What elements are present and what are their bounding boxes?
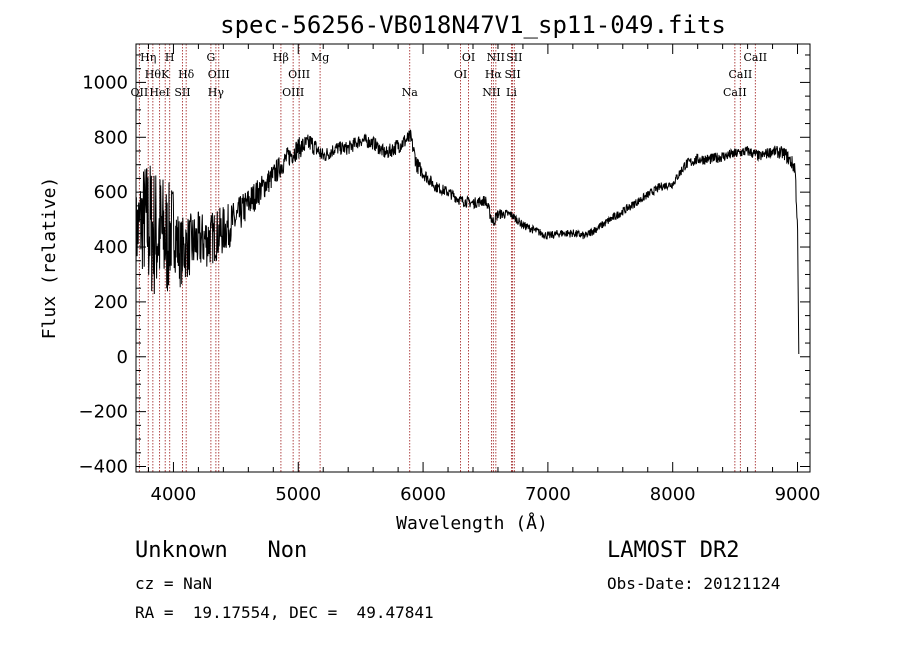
spectrum-line xyxy=(135,129,800,355)
marker-label: CaII xyxy=(729,68,753,81)
survey-name: LAMOST DR2 xyxy=(607,538,740,563)
marker-label: Hγ xyxy=(208,86,225,99)
marker-label: Mg xyxy=(311,51,329,64)
marker-label: OIII xyxy=(288,68,310,81)
marker-label: NII xyxy=(482,86,500,99)
ra-dec: RA = 19.17554, DEC = 49.47841 xyxy=(135,603,434,622)
x-tick-label: 4000 xyxy=(151,484,197,505)
y-tick-label: −400 xyxy=(79,457,128,478)
marker-label: OIII xyxy=(282,86,304,99)
marker-label: G xyxy=(206,51,215,64)
obs-date: Obs-Date: 20121124 xyxy=(607,574,781,593)
marker-label: HeI xyxy=(149,86,169,99)
marker-label: Na xyxy=(402,86,419,99)
marker-label: NII xyxy=(487,51,505,64)
marker-label: SII xyxy=(504,68,520,81)
marker-label: H xyxy=(165,51,175,64)
marker-label: Hβ xyxy=(273,51,289,64)
object-class: Unknown Non xyxy=(135,538,308,563)
y-tick-label: 600 xyxy=(94,182,128,203)
emission-line-markers xyxy=(138,44,756,472)
y-axis-label: Flux (relative) xyxy=(39,177,60,340)
x-tick-label: 7000 xyxy=(525,484,571,505)
marker-label: CaII xyxy=(723,86,747,99)
redshift-cz: cz = NaN xyxy=(135,574,213,593)
y-tick-label: −200 xyxy=(79,402,128,423)
marker-label: Hθ xyxy=(145,68,162,81)
plot-frame xyxy=(135,43,811,473)
y-tick-label: 1000 xyxy=(82,72,128,93)
marker-label: SII xyxy=(506,51,522,64)
x-tick-label: 6000 xyxy=(400,484,446,505)
x-tick-label: 9000 xyxy=(775,484,821,505)
marker-label: OII xyxy=(131,86,149,99)
y-axis-ticks: −400 −200 0 200 400 600 800 1000 xyxy=(79,54,810,478)
marker-label: OI xyxy=(454,68,467,81)
marker-label: Hη xyxy=(140,51,156,64)
y-tick-label: 0 xyxy=(117,347,128,368)
y-tick-label: 200 xyxy=(94,292,128,313)
chart-title: spec-56256-VB018N47V1_sp11-049.fits xyxy=(220,11,726,39)
marker-label: SII xyxy=(174,86,190,99)
x-tick-label: 8000 xyxy=(650,484,696,505)
marker-label: CaII xyxy=(743,51,767,64)
x-axis-ticks: 4000 5000 6000 7000 8000 9000 xyxy=(147,44,821,505)
x-tick-label: 5000 xyxy=(275,484,321,505)
marker-label: Hα xyxy=(485,68,503,81)
marker-label: OI xyxy=(462,51,475,64)
marker-label: OIII xyxy=(208,68,230,81)
y-tick-label: 800 xyxy=(94,127,128,148)
marker-label: Hδ xyxy=(178,68,195,81)
marker-label: K xyxy=(161,68,170,81)
x-axis-label: Wavelength (Å) xyxy=(396,512,548,534)
emission-line-labels: OIIHηHθHeIKHSIIHδGHγOIIIHβOIIIOIIIMgNaOI… xyxy=(131,51,768,99)
y-tick-label: 400 xyxy=(94,237,128,258)
marker-label: Li xyxy=(506,86,517,99)
